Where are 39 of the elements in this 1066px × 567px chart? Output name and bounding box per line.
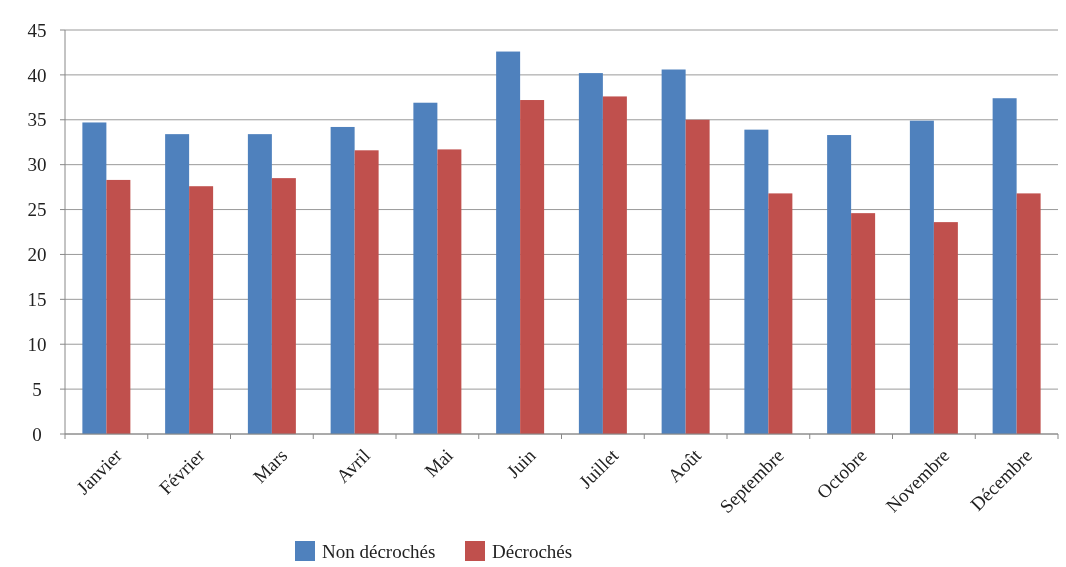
bar bbox=[602, 96, 627, 434]
bar bbox=[992, 98, 1017, 434]
x-tick-label: Août bbox=[663, 444, 706, 487]
bar bbox=[744, 129, 769, 434]
bar bbox=[165, 134, 190, 434]
y-tick-label: 5 bbox=[32, 378, 42, 400]
bar bbox=[82, 122, 107, 434]
bar bbox=[827, 135, 852, 434]
bar bbox=[578, 73, 603, 434]
bar bbox=[189, 186, 214, 434]
bar bbox=[520, 100, 545, 434]
bar bbox=[413, 102, 438, 434]
y-tick-label: 10 bbox=[27, 333, 47, 355]
legend-label: Décrochés bbox=[492, 540, 573, 562]
y-tick-label: 30 bbox=[27, 154, 47, 176]
bar bbox=[106, 179, 131, 434]
bar bbox=[661, 69, 686, 434]
y-tick-label: 40 bbox=[27, 64, 47, 86]
y-tick-label: 20 bbox=[27, 244, 47, 266]
legend-label: Non décrochés bbox=[322, 540, 436, 562]
x-tick-label: Juin bbox=[502, 444, 540, 482]
bar bbox=[496, 51, 521, 434]
y-tick-label: 35 bbox=[27, 109, 47, 131]
bar bbox=[685, 119, 710, 434]
bar bbox=[437, 149, 462, 434]
y-tick-label: 45 bbox=[27, 19, 47, 41]
bar bbox=[271, 178, 296, 434]
x-tick-label: Mai bbox=[420, 444, 457, 482]
bar bbox=[768, 193, 793, 434]
bar bbox=[354, 150, 379, 434]
y-tick-label: 25 bbox=[27, 199, 47, 221]
y-tick-label: 0 bbox=[32, 423, 42, 445]
bar bbox=[933, 222, 958, 434]
bar bbox=[330, 126, 355, 434]
bar bbox=[909, 120, 934, 434]
y-tick-label: 15 bbox=[27, 288, 47, 310]
bar bbox=[1016, 193, 1041, 434]
bar bbox=[851, 213, 876, 434]
bar bbox=[247, 134, 272, 434]
